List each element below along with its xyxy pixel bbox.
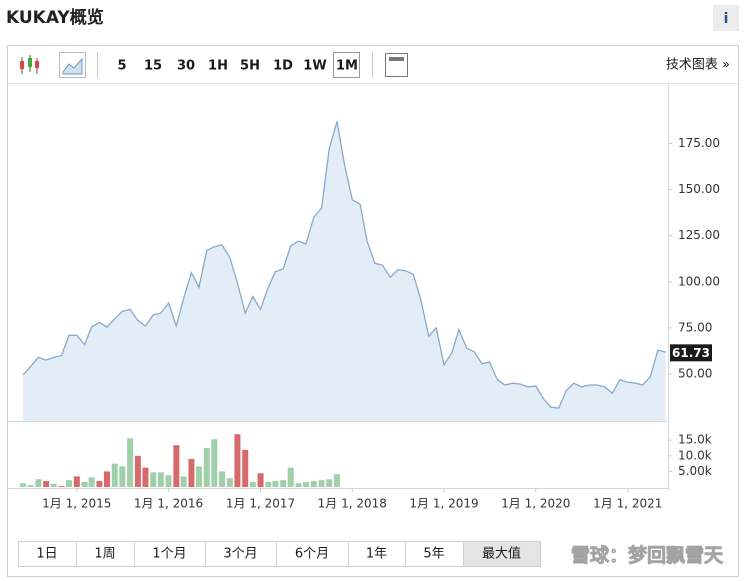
volume-bar	[326, 479, 333, 487]
range-button[interactable]: 1个月	[152, 547, 186, 562]
volume-bar	[73, 476, 80, 487]
volume-bar	[103, 471, 110, 487]
last-price-tag	[670, 344, 712, 362]
interval-button[interactable]: 5	[117, 59, 126, 74]
volume-bar	[249, 482, 256, 487]
volume-bar	[20, 483, 27, 487]
interval-button[interactable]: 1H	[208, 59, 228, 74]
interval-button[interactable]: 15	[144, 59, 162, 74]
volume-bar	[134, 455, 141, 487]
range-bar	[18, 541, 541, 567]
range-button[interactable]: 1日	[36, 547, 57, 562]
volume-tick-label: 15.0k	[678, 433, 712, 447]
volume-bar	[173, 445, 180, 487]
range-button[interactable]: 1周	[94, 547, 115, 562]
interval-button[interactable]: 1W	[303, 59, 326, 74]
volume-bar	[165, 475, 172, 487]
range-button[interactable]: 6个月	[295, 547, 329, 562]
volume-bar	[150, 472, 157, 487]
price-line	[22, 121, 666, 409]
x-tick-label: 1月 1, 2018	[318, 497, 387, 511]
volume-bar	[119, 466, 126, 487]
last-price-label: 61.73	[672, 346, 710, 360]
y-tick-label: 50.00	[678, 366, 712, 380]
volume-bar	[195, 466, 202, 487]
area-icon[interactable]	[62, 57, 83, 75]
y-tick-label: 125.00	[678, 228, 720, 242]
volume-bar	[96, 481, 103, 487]
y-tick-label: 75.00	[678, 320, 712, 334]
layout-icon[interactable]	[385, 53, 408, 77]
volume-bar	[310, 481, 317, 487]
x-tick-label: 1月 1, 2017	[226, 497, 295, 511]
volume-bar	[66, 480, 73, 487]
layout-icon-bar	[389, 57, 404, 61]
volume-bar	[211, 439, 218, 487]
volume-bar	[142, 467, 149, 487]
info-button[interactable]	[713, 5, 739, 31]
volume-bar	[257, 473, 264, 487]
interval-button[interactable]: 30	[177, 59, 195, 74]
volume-bar	[127, 438, 134, 487]
volume-bar	[180, 476, 187, 487]
y-tick-label: 175.00	[678, 136, 720, 150]
volume-bar	[27, 485, 34, 487]
range-button[interactable]: 5年	[423, 547, 444, 562]
volume-bar	[226, 478, 233, 487]
range-button[interactable]: 3个月	[223, 547, 257, 562]
range-button[interactable]: 1年	[366, 547, 387, 562]
volume-bar	[188, 458, 195, 487]
volume-bar	[203, 447, 210, 487]
volume-bar	[333, 474, 340, 487]
volume-bar	[50, 483, 57, 487]
x-tick-label: 1月 1, 2015	[42, 497, 111, 511]
volume-tick-label: 5.00k	[678, 464, 712, 478]
volume-bar	[35, 479, 42, 487]
range-button[interactable]: 最大值	[482, 546, 521, 562]
interval-button[interactable]: 1M	[336, 59, 358, 74]
overlay-watermark: 雪球：梦回飘雪天	[571, 544, 724, 567]
y-tick-label: 100.00	[678, 274, 720, 288]
volume-bar	[265, 482, 272, 487]
volume-bar	[303, 482, 310, 487]
x-tick-label: 1月 1, 2019	[409, 497, 478, 511]
volume-bar	[111, 463, 118, 487]
tech-chart-link[interactable]: 技术图表 »	[666, 58, 730, 73]
x-tick-label: 1月 1, 2016	[134, 497, 203, 511]
volume-bar	[58, 486, 65, 487]
interval-selected[interactable]	[333, 52, 360, 78]
volume-bar	[88, 477, 95, 487]
volume-bar	[280, 480, 287, 487]
x-tick-label: 1月 1, 2020	[501, 497, 570, 511]
volume-bar	[318, 480, 325, 487]
range-selected-bg	[463, 541, 540, 566]
volume-bar	[43, 481, 50, 487]
volume-bar	[287, 467, 294, 487]
volume-bar	[234, 434, 241, 487]
interval-button[interactable]: 5H	[240, 59, 260, 74]
candle-icon[interactable]	[20, 55, 39, 74]
volume-bar	[242, 449, 249, 487]
page-title: KUKAY概览	[6, 7, 104, 28]
volume-tick-label: 10.0k	[678, 448, 712, 462]
volume-bar	[272, 481, 279, 487]
y-tick-label: 150.00	[678, 182, 720, 196]
price-area	[23, 121, 666, 422]
volume-bar	[219, 471, 226, 487]
x-tick-label: 1月 1, 2021	[593, 497, 662, 511]
volume-bar	[295, 483, 302, 487]
volume-bar	[157, 472, 164, 487]
volume-bar	[81, 482, 88, 487]
interval-button[interactable]: 1D	[273, 59, 293, 74]
info-icon[interactable]: i	[724, 11, 729, 27]
